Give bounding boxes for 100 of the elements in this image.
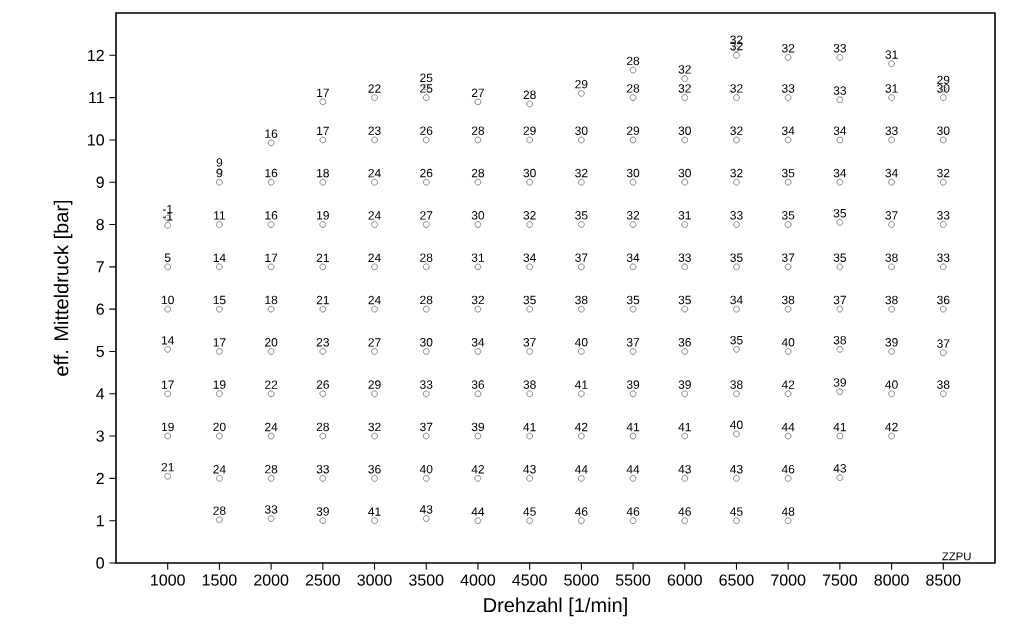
annotation: 33 <box>885 126 898 135</box>
annotation: 42 <box>574 422 588 432</box>
annotation: 24 <box>368 168 381 178</box>
annotation: 40 <box>730 420 743 430</box>
annotation: 17 <box>265 253 278 262</box>
annotation: 41 <box>368 507 381 516</box>
annotation: 35 <box>833 253 847 262</box>
annotation: 28 <box>420 295 433 305</box>
annotation: 32 <box>678 84 691 93</box>
y-tick-label: 2 <box>96 472 104 484</box>
annotation: 24 <box>213 465 226 474</box>
annotation: 37 <box>420 422 433 432</box>
annotation: 44 <box>471 507 485 516</box>
annotation: 30 <box>678 126 691 135</box>
annotation: 18 <box>265 295 278 305</box>
annotation: 41 <box>574 380 588 389</box>
annotation: 43 <box>419 505 433 514</box>
annotation: 40 <box>419 464 433 474</box>
annotation: 39 <box>833 378 846 387</box>
annotation: 32 <box>575 168 588 178</box>
annotation: 44 <box>626 465 640 474</box>
annotation: 34 <box>833 126 847 135</box>
x-tick-label: 2500 <box>305 574 340 586</box>
annotation: 41 <box>626 422 640 432</box>
annotation: 28 <box>265 464 278 474</box>
y-tick-label: 0 <box>96 557 105 569</box>
annotation: 41 <box>523 422 536 432</box>
annotation: 32 <box>471 295 484 305</box>
annotation: 38 <box>575 295 588 305</box>
annotation: 28 <box>626 56 640 66</box>
y-axis-title: eff. Mitteldruck [bar] <box>53 200 73 376</box>
annotation: 16 <box>265 168 278 178</box>
annotation: 20 <box>213 422 226 432</box>
annotation: -1 <box>162 212 173 221</box>
annotation: 32 <box>730 84 743 93</box>
annotation: 28 <box>471 168 485 178</box>
annotation: 19 <box>213 380 226 389</box>
annotation: 38 <box>885 295 898 305</box>
annotation: 28 <box>471 126 485 135</box>
annotation: 5 <box>164 253 171 262</box>
annotation: 29 <box>523 126 536 135</box>
annotation: 30 <box>678 168 691 178</box>
annotation: 32 <box>368 422 381 432</box>
annotation: 30 <box>471 211 485 220</box>
annotation: 30 <box>937 126 950 135</box>
annotation: 14 <box>161 336 175 345</box>
annotation: 44 <box>574 465 588 474</box>
annotation: 34 <box>471 338 485 347</box>
annotation: 23 <box>316 338 329 347</box>
annotation: 39 <box>316 507 329 516</box>
annotation: 33 <box>937 211 950 220</box>
annotation: 31 <box>885 84 898 93</box>
annotation: 16 <box>265 129 278 138</box>
annotation: 15 <box>213 295 226 305</box>
x-tick-label: 1000 <box>151 574 185 586</box>
annotation: 34 <box>626 253 640 262</box>
annotation: 29 <box>368 380 381 389</box>
annotation: 37 <box>833 295 846 305</box>
annotation: 29 <box>575 79 588 89</box>
annotation: 27 <box>420 211 433 220</box>
annotation: 35 <box>678 295 691 305</box>
annotation: 21 <box>316 295 329 305</box>
annotation: 38 <box>523 380 536 389</box>
annotation: 38 <box>781 295 795 305</box>
annotation: 10 <box>161 295 174 305</box>
annotation: 37 <box>781 253 795 262</box>
annotation: 35 <box>730 335 743 345</box>
annotation: 17 <box>317 88 329 97</box>
annotation: 33 <box>316 464 329 474</box>
annotation: 9 <box>216 168 223 178</box>
annotation: 33 <box>937 253 950 262</box>
annotation: 17 <box>213 338 226 347</box>
annotation: 33 <box>833 43 847 53</box>
annotation: 27 <box>368 338 381 347</box>
y-tick-label: 8 <box>96 218 104 231</box>
x-tick-label: 6500 <box>719 574 754 586</box>
annotation: 35 <box>781 168 795 178</box>
x-tick-label: 5500 <box>615 574 651 586</box>
annotation: 43 <box>833 464 847 473</box>
annotation: 24 <box>368 253 381 262</box>
annotation: 43 <box>730 464 743 474</box>
annotation: 9 <box>216 158 223 167</box>
x-tick-label: 4500 <box>512 574 547 586</box>
annotation: 48 <box>781 507 795 516</box>
annotation: 24 <box>368 295 381 305</box>
annotation: 30 <box>420 338 433 347</box>
annotation: 35 <box>626 295 640 305</box>
y-tick-label: 12 <box>88 49 104 61</box>
annotation: 46 <box>574 507 588 516</box>
annotation: 18 <box>317 168 329 178</box>
annotation: -1 <box>162 205 173 214</box>
y-tick-label: 4 <box>96 388 105 400</box>
x-tick-label: 6000 <box>667 574 702 586</box>
y-tick-label: 3 <box>96 430 104 442</box>
annotation: 33 <box>781 84 795 93</box>
annotation: 41 <box>678 422 691 432</box>
y-tick-label: 6 <box>96 303 104 315</box>
annotation: 46 <box>781 464 795 474</box>
x-tick-label: 7500 <box>822 574 858 586</box>
annotation: 30 <box>937 84 950 93</box>
